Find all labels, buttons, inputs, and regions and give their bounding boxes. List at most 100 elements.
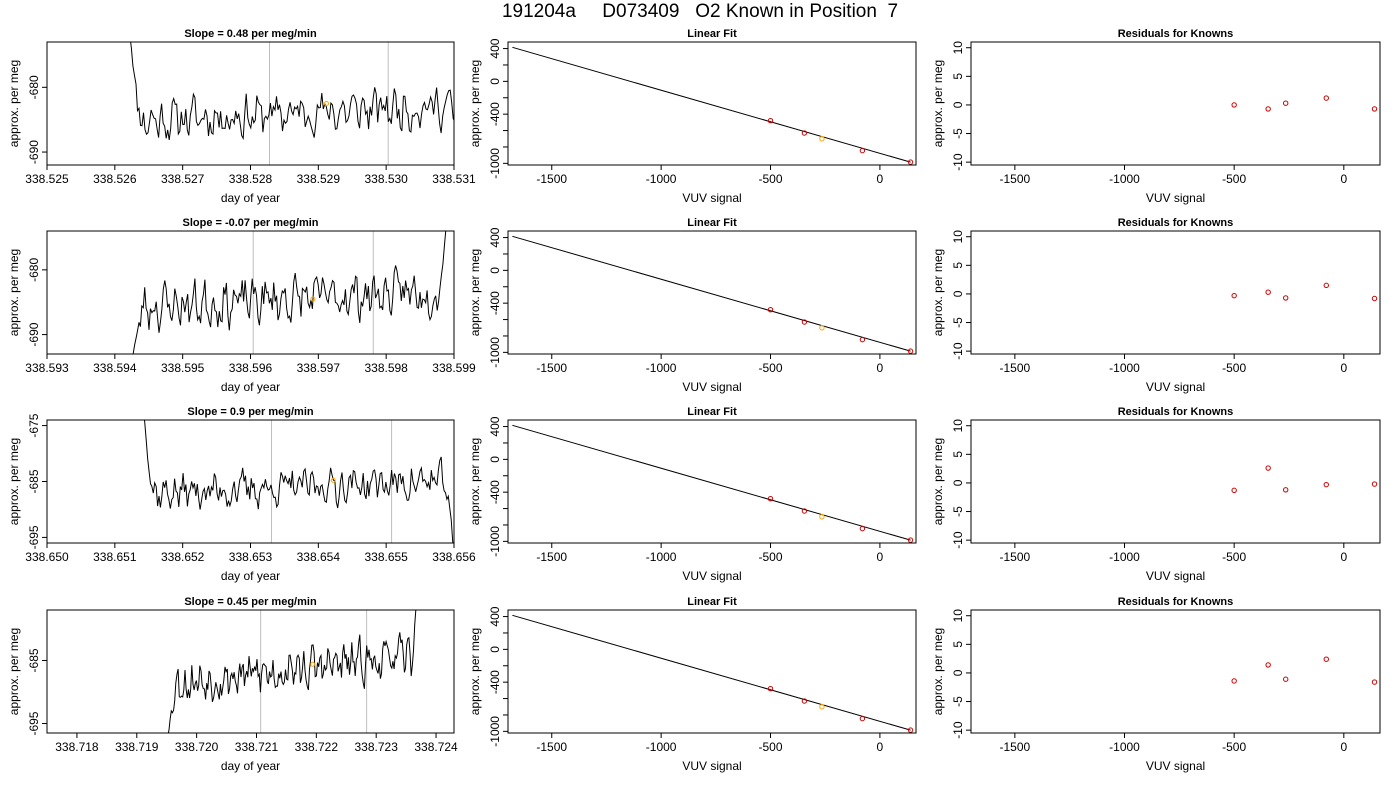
- y-tick-label: 0: [951, 669, 965, 676]
- y-axis-label: approx. per meg: [468, 249, 482, 336]
- x-tick-label: 338.525: [25, 172, 69, 186]
- x-tick-label: 338.599: [432, 361, 476, 375]
- y-tick-label: -10: [951, 342, 965, 360]
- x-axis-label: day of year: [221, 191, 280, 205]
- plot-frame: [46, 419, 455, 544]
- x-axis-label: VUV signal: [1146, 759, 1205, 773]
- x-tick-label: 338.531: [432, 172, 476, 186]
- y-tick-label: -5: [951, 506, 965, 517]
- plot-area: [1231, 465, 1378, 494]
- y-tick-label: 5: [951, 641, 965, 648]
- x-tick-label: -1500: [536, 172, 567, 186]
- data-point: [1231, 102, 1237, 108]
- x-tick-label: -1000: [646, 740, 677, 754]
- y-tick-label: 10: [951, 609, 965, 623]
- plot-area: [143, 420, 454, 543]
- fit-line: [512, 614, 911, 731]
- data-point: [819, 514, 825, 520]
- x-axis-label: VUV signal: [1146, 569, 1205, 583]
- data-point: [1371, 481, 1378, 487]
- data-point: [1231, 678, 1237, 684]
- x-tick-label: 338.597: [297, 361, 341, 375]
- plot-frame: [46, 41, 455, 166]
- data-point: [819, 704, 825, 710]
- x-tick-label: -1000: [646, 172, 677, 186]
- fit-line: [512, 46, 911, 163]
- data-point: [1231, 292, 1237, 299]
- y-tick-label: 0: [951, 101, 965, 108]
- x-tick-label: 338.528: [229, 172, 273, 186]
- x-tick-label: 0: [1340, 172, 1347, 186]
- y-tick-label: 0: [488, 78, 502, 85]
- data-point: [1231, 487, 1237, 494]
- data-point: [767, 307, 774, 313]
- panel-title: Linear Fit: [687, 596, 737, 608]
- plot-area: [512, 424, 914, 543]
- panel-title: Linear Fit: [687, 217, 737, 229]
- data-point: [1323, 656, 1329, 662]
- mean-marker: [323, 101, 329, 106]
- data-point: [907, 727, 914, 733]
- y-tick-label: -695: [27, 525, 41, 549]
- page-title: 191204a D073409 O2 Known in Position 7: [501, 1, 899, 22]
- data-point: [907, 537, 914, 543]
- y-tick-label: -680: [27, 258, 41, 282]
- x-axis-label: day of year: [221, 759, 280, 773]
- y-tick-label: 5: [951, 73, 965, 80]
- panel-linear-fit-row-2: Linear Fit -1500 -1000 -500 0 -1000 -400 0 400 VU…: [468, 217, 917, 394]
- data-point: [767, 496, 774, 502]
- plot-frame: [970, 419, 1381, 544]
- data-point: [801, 698, 808, 704]
- data-point: [801, 508, 808, 514]
- y-axis-label: approx. per meg: [7, 438, 21, 525]
- y-tick-label: -10: [951, 531, 965, 549]
- mean-marker: [310, 661, 316, 667]
- x-axis-label: day of year: [221, 569, 280, 583]
- signal-trace: [143, 420, 454, 543]
- y-tick-label: -400: [488, 102, 502, 126]
- plot-frame: [970, 230, 1381, 355]
- data-point: [1282, 676, 1289, 682]
- signal-trace: [167, 610, 417, 733]
- data-point: [859, 525, 866, 532]
- y-tick-label: -680: [27, 75, 41, 99]
- y-tick-label: -1000: [488, 716, 502, 747]
- x-tick-label: 0: [877, 361, 884, 375]
- data-point: [859, 147, 866, 154]
- x-tick-label: -1500: [1000, 172, 1031, 186]
- plot-frame: [507, 419, 917, 544]
- plot-frame: [970, 41, 1381, 166]
- plot-frame: [507, 609, 917, 734]
- y-tick-label: 5: [951, 451, 965, 458]
- x-tick-label: -1000: [646, 361, 677, 375]
- y-tick-label: -400: [488, 291, 502, 315]
- x-axis-label: VUV signal: [682, 759, 741, 773]
- x-tick-label: -1500: [536, 740, 567, 754]
- x-tick-label: -500: [759, 550, 783, 564]
- y-tick-label: 400: [488, 416, 502, 436]
- data-point: [1323, 95, 1329, 101]
- y-axis-label: approx. per meg: [931, 249, 945, 336]
- data-point: [801, 130, 808, 136]
- x-tick-label: 338.598: [364, 361, 408, 375]
- x-tick-label: 0: [877, 740, 884, 754]
- x-tick-label: -500: [759, 361, 783, 375]
- x-tick-label: -500: [1222, 740, 1246, 754]
- data-point: [1323, 481, 1329, 488]
- y-tick-label: 0: [951, 479, 965, 486]
- y-tick-label: 10: [951, 419, 965, 433]
- y-axis-label: approx. per meg: [468, 438, 482, 525]
- plot-frame: [46, 230, 455, 355]
- panel-title: Slope = 0.9 per meg/min: [187, 406, 314, 418]
- x-tick-label: -1500: [1000, 740, 1031, 754]
- data-point: [859, 336, 866, 343]
- y-tick-label: 5: [951, 262, 965, 269]
- x-tick-label: 338.656: [432, 550, 476, 564]
- x-tick-label: -500: [759, 740, 783, 754]
- y-tick-label: -1000: [488, 337, 502, 368]
- plot-area: [512, 46, 914, 165]
- data-point: [767, 686, 774, 692]
- x-tick-label: -1000: [1109, 361, 1140, 375]
- x-tick-label: -1500: [536, 361, 567, 375]
